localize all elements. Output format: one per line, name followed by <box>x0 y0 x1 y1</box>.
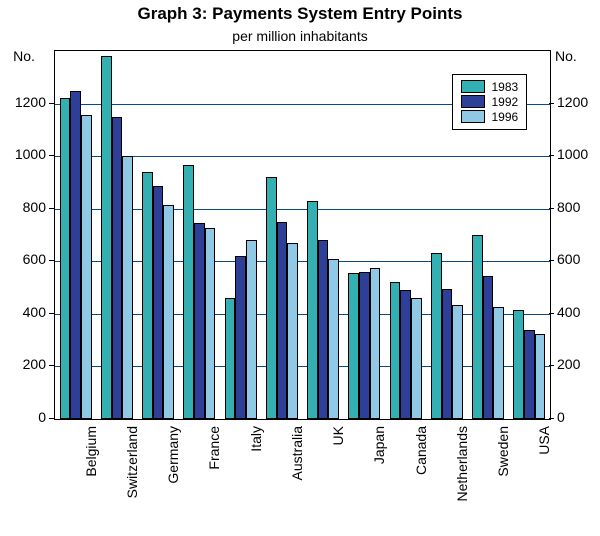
bar <box>112 117 123 419</box>
bar <box>266 177 277 419</box>
tick-left <box>49 313 54 314</box>
category-label: Germany <box>165 426 181 536</box>
category-label: Australia <box>289 426 305 536</box>
chart-container: Graph 3: Payments System Entry Points pe… <box>0 0 600 526</box>
bar <box>400 290 411 419</box>
category-label: Canada <box>413 426 429 536</box>
legend: 198319921996 <box>452 74 527 130</box>
ytick-label-right: 400 <box>557 304 580 320</box>
tick-left <box>49 365 54 366</box>
chart-title: Graph 3: Payments System Entry Points <box>0 4 600 24</box>
ytick-label-left: 1000 <box>0 146 46 162</box>
bar <box>70 91 81 419</box>
ytick-label-right: 0 <box>557 409 565 425</box>
ytick-label-right: 600 <box>557 251 580 267</box>
category-label: Switzerland <box>124 426 140 536</box>
legend-label: 1992 <box>491 95 518 109</box>
tick-right <box>549 208 554 209</box>
bar <box>328 259 339 419</box>
category-label: Netherlands <box>454 426 470 536</box>
ytick-label-left: 1200 <box>0 94 46 110</box>
category-label: USA <box>536 426 552 536</box>
bar <box>235 256 246 419</box>
category-label: Japan <box>371 426 387 536</box>
bar <box>411 298 422 419</box>
category-label: UK <box>330 426 346 536</box>
bar <box>307 201 318 419</box>
category-label: Belgium <box>83 426 99 536</box>
bar <box>183 165 194 419</box>
bar <box>101 56 112 419</box>
legend-item: 1983 <box>461 80 518 94</box>
ytick-label-left: 200 <box>0 356 46 372</box>
bar <box>205 228 216 419</box>
bar <box>81 115 92 419</box>
y-axis-title-left: No. <box>0 48 48 64</box>
bar <box>318 240 329 419</box>
ytick-label-left: 600 <box>0 251 46 267</box>
legend-swatch <box>461 95 485 108</box>
bar <box>370 268 381 419</box>
bar <box>163 205 174 419</box>
legend-item: 1996 <box>461 110 518 124</box>
bar <box>472 235 483 419</box>
bar <box>493 307 504 419</box>
bar <box>452 305 463 419</box>
ytick-label-left: 0 <box>0 409 46 425</box>
ytick-label-right: 800 <box>557 199 580 215</box>
tick-left <box>49 155 54 156</box>
bar <box>524 330 535 419</box>
ytick-label-right: 200 <box>557 356 580 372</box>
tick-left <box>49 418 54 419</box>
ytick-label-left: 400 <box>0 304 46 320</box>
tick-right <box>549 103 554 104</box>
category-label: France <box>206 426 222 536</box>
bar <box>348 273 359 419</box>
legend-label: 1996 <box>491 110 518 124</box>
bar <box>431 253 442 419</box>
tick-left <box>49 103 54 104</box>
bar <box>277 222 288 419</box>
legend-item: 1992 <box>461 95 518 109</box>
tick-right <box>549 313 554 314</box>
tick-right <box>549 418 554 419</box>
bar <box>153 186 164 419</box>
tick-left <box>49 208 54 209</box>
bar <box>483 276 494 419</box>
bar <box>390 282 401 419</box>
bar <box>442 289 453 419</box>
bar <box>142 172 153 419</box>
bar <box>60 98 71 419</box>
bar <box>513 310 524 419</box>
tick-right <box>549 365 554 366</box>
bar <box>246 240 257 419</box>
ytick-label-right: 1200 <box>557 94 588 110</box>
chart-subtitle: per million inhabitants <box>0 28 600 44</box>
legend-swatch <box>461 80 485 93</box>
legend-swatch <box>461 110 485 123</box>
bar <box>535 334 546 419</box>
bar <box>225 298 236 419</box>
category-label: Sweden <box>495 426 511 536</box>
bar <box>122 156 133 419</box>
tick-right <box>549 260 554 261</box>
bar <box>287 243 298 419</box>
tick-right <box>549 155 554 156</box>
bar <box>194 223 205 419</box>
ytick-label-right: 1000 <box>557 146 588 162</box>
bar <box>359 272 370 419</box>
tick-left <box>49 260 54 261</box>
ytick-label-left: 800 <box>0 199 46 215</box>
y-axis-title-right: No. <box>555 48 577 64</box>
legend-label: 1983 <box>491 80 518 94</box>
category-label: Italy <box>248 426 264 536</box>
